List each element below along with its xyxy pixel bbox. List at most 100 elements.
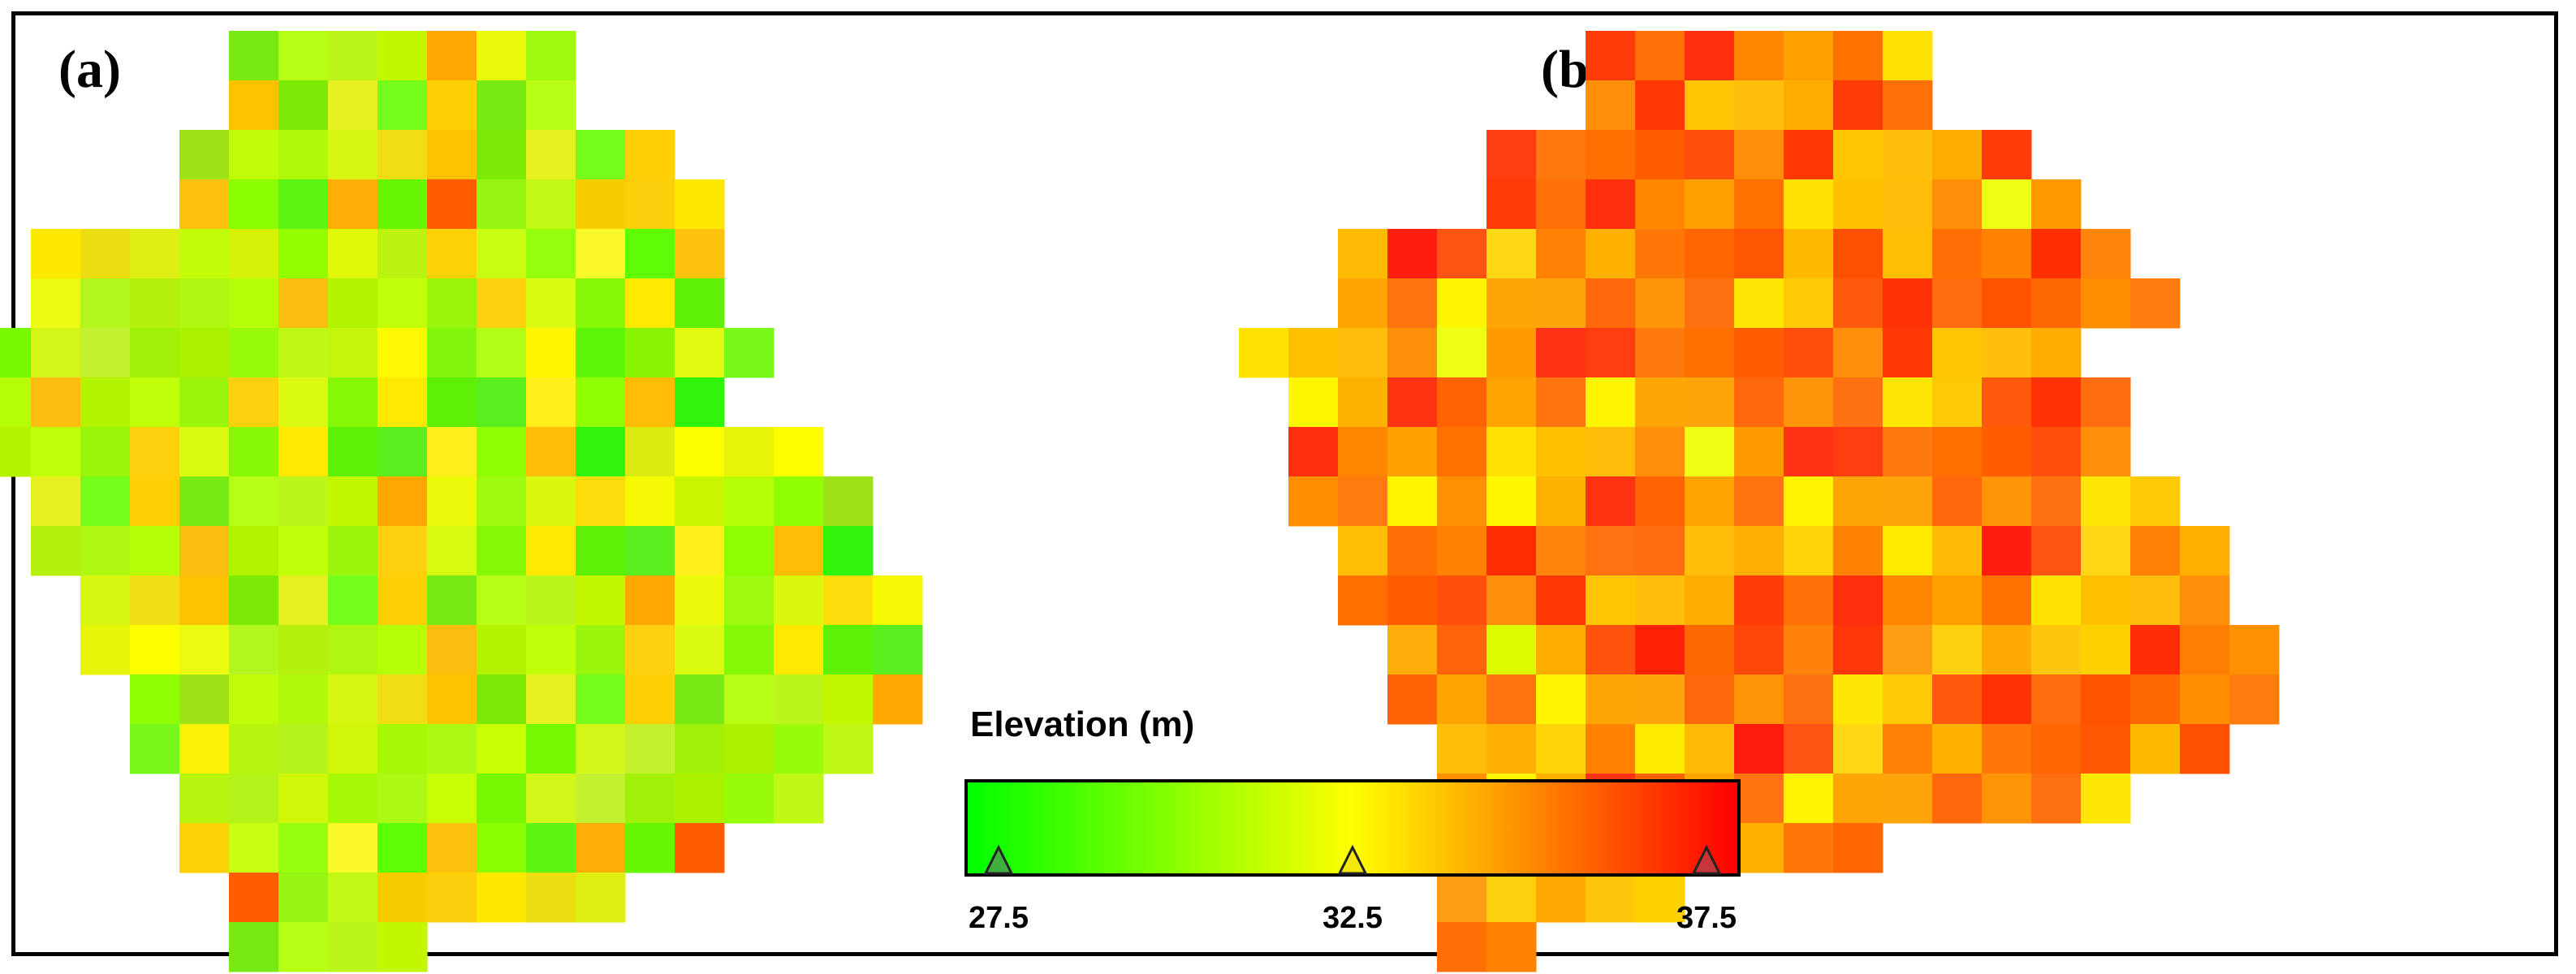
elevation-cell (1982, 130, 2032, 180)
elevation-cell (2081, 674, 2131, 725)
elevation-cell (1883, 476, 1933, 527)
elevation-cell (1586, 625, 1636, 675)
elevation-cell (2130, 625, 2181, 675)
elevation-cell (278, 922, 329, 972)
elevation-cell (1437, 724, 1487, 774)
elevation-cell (675, 328, 725, 378)
elevation-cell (2180, 724, 2230, 774)
elevation-cell (625, 427, 675, 477)
elevation-cell (576, 476, 626, 527)
elevation-cell (378, 31, 428, 81)
elevation-cell (427, 229, 477, 279)
elevation-cell (2130, 575, 2181, 626)
elevation-cell (625, 575, 675, 626)
elevation-cell (130, 625, 180, 675)
elevation-cell (229, 575, 279, 626)
elevation-cell (229, 476, 279, 527)
elevation-cell (477, 31, 527, 81)
elevation-cell (31, 328, 81, 378)
elevation-cell (378, 575, 428, 626)
elevation-cell (1932, 575, 1983, 626)
elevation-cell (229, 377, 279, 428)
elevation-cell (774, 476, 824, 527)
elevation-cell (179, 179, 230, 230)
elevation-cell (1437, 922, 1487, 972)
elevation-cell (1536, 575, 1586, 626)
elevation-cell (229, 873, 279, 923)
elevation-cell (477, 823, 527, 873)
elevation-cell (1437, 625, 1487, 675)
elevation-cell (1883, 328, 1933, 378)
elevation-cell (229, 526, 279, 576)
elevation-cell (1586, 377, 1636, 428)
elevation-cell (278, 674, 329, 725)
elevation-cell (1932, 179, 1983, 230)
elevation-cell (675, 774, 725, 824)
elevation-cell (328, 922, 378, 972)
elevation-cell (328, 724, 378, 774)
elevation-cell (2081, 278, 2131, 329)
elevation-cell (1883, 625, 1933, 675)
elevation-cell (427, 526, 477, 576)
elevation-cell (1784, 229, 1834, 279)
elevation-cell (130, 328, 180, 378)
elevation-cell (625, 823, 675, 873)
elevation-cell (278, 476, 329, 527)
elevation-cell (378, 229, 428, 279)
elevation-cell (1536, 377, 1586, 428)
elevation-cell (328, 328, 378, 378)
elevation-cell (328, 80, 378, 131)
elevation-cell (1685, 427, 1735, 477)
legend-tick-marker (1691, 844, 1722, 875)
elevation-cell (2081, 476, 2131, 527)
elevation-cell (625, 625, 675, 675)
elevation-cell (1932, 427, 1983, 477)
elevation-cell (1734, 427, 1784, 477)
elevation-cell (1338, 377, 1388, 428)
elevation-cell (576, 377, 626, 428)
elevation-cell (328, 130, 378, 180)
elevation-cell (427, 377, 477, 428)
elevation-cell (1387, 427, 1438, 477)
elevation-cell (1982, 476, 2032, 527)
elevation-cell (427, 80, 477, 131)
elevation-cell (1734, 328, 1784, 378)
legend-tick-label: 27.5 (969, 901, 1029, 935)
elevation-cell (1486, 278, 1537, 329)
elevation-cell (1883, 80, 1933, 131)
elevation-cell (1486, 674, 1537, 725)
elevation-cell (1784, 130, 1834, 180)
elevation-cell (1387, 526, 1438, 576)
elevation-cell (526, 130, 576, 180)
elevation-cell (1734, 229, 1784, 279)
legend-title: Elevation (m) (970, 705, 1195, 744)
elevation-cell (427, 179, 477, 230)
elevation-cell (1982, 774, 2032, 824)
elevation-cell (1536, 674, 1586, 725)
elevation-cell (378, 377, 428, 428)
elevation-cell (2130, 476, 2181, 527)
elevation-cell (625, 774, 675, 824)
elevation-cell (1536, 179, 1586, 230)
elevation-cell (328, 873, 378, 923)
elevation-cell (625, 674, 675, 725)
elevation-cell (1982, 724, 2032, 774)
elevation-cell (179, 526, 230, 576)
elevation-cell (328, 31, 378, 81)
elevation-cell (1437, 278, 1487, 329)
elevation-cell (278, 724, 329, 774)
elevation-cell (2081, 377, 2131, 428)
elevation-cell (1833, 674, 1883, 725)
elevation-cell (1536, 724, 1586, 774)
elevation-cell (1784, 774, 1834, 824)
elevation-cell (576, 427, 626, 477)
elevation-cell (328, 427, 378, 477)
elevation-cell (477, 377, 527, 428)
elevation-cell (229, 179, 279, 230)
elevation-cell (526, 724, 576, 774)
elevation-cell (2031, 179, 2082, 230)
elevation-cell (179, 229, 230, 279)
elevation-cell (2031, 526, 2082, 576)
elevation-cell (1635, 179, 1685, 230)
